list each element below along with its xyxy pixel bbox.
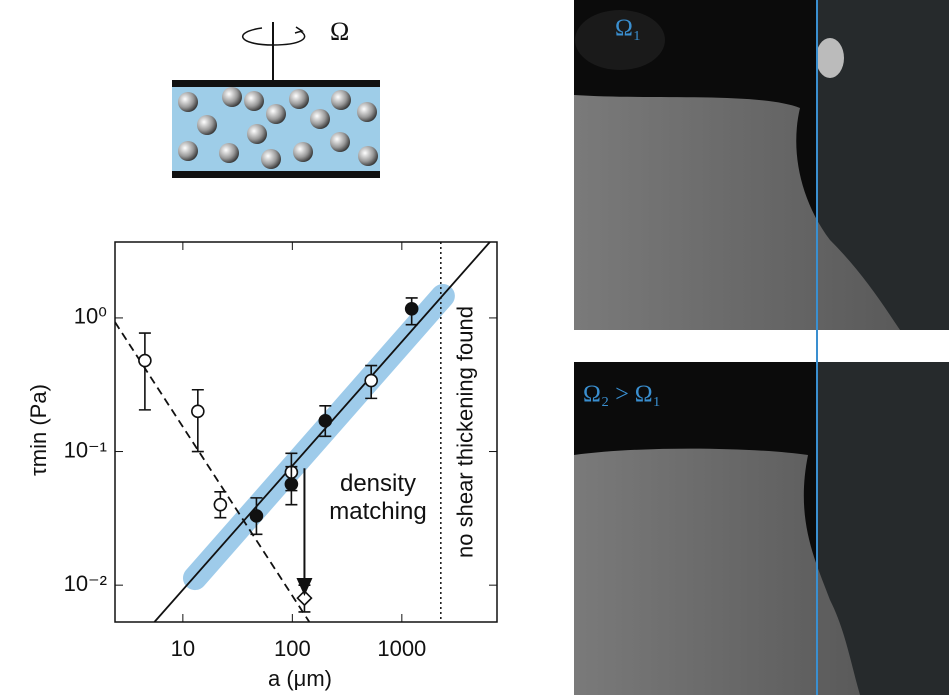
annotation-line: matching — [329, 498, 426, 525]
point — [249, 509, 264, 523]
arrow-head — [296, 577, 313, 596]
point — [284, 477, 299, 491]
y-tick-label: 10⁻¹ — [64, 437, 107, 462]
y-axis-label: τmin (Pa) — [26, 384, 51, 476]
plot-area — [115, 242, 491, 622]
annotation: density matching — [329, 470, 426, 525]
point — [213, 497, 228, 512]
point — [318, 413, 333, 428]
photos: Ω₁ Ω₂ > Ω₁ — [574, 0, 949, 695]
error-bar — [191, 388, 204, 453]
x-axis-label: a (μm) — [268, 666, 332, 691]
x-tick-label: 1000 — [377, 636, 426, 661]
annotation-line: density — [340, 470, 416, 497]
point — [138, 353, 152, 368]
point — [296, 589, 313, 607]
x-tick-label: 10 — [171, 636, 195, 661]
plot-frame — [114, 241, 498, 623]
solid-line — [153, 242, 491, 622]
point — [364, 373, 378, 388]
photo-label: Ω₁ — [615, 16, 641, 42]
y-tick-label: 10⁰ — [74, 304, 107, 329]
error-bar — [138, 332, 151, 411]
schematic: Ω — [172, 17, 380, 178]
rotation-label: Ω — [330, 17, 349, 46]
x-tick-label: 100 — [274, 636, 311, 661]
limit-label: no shear thickening found — [453, 306, 478, 558]
point — [404, 302, 419, 316]
photo-label: Ω₂ > Ω₁ — [583, 382, 661, 408]
point — [191, 404, 205, 419]
y-tick-label: 10⁻² — [64, 571, 107, 596]
dashed-line — [115, 321, 311, 622]
